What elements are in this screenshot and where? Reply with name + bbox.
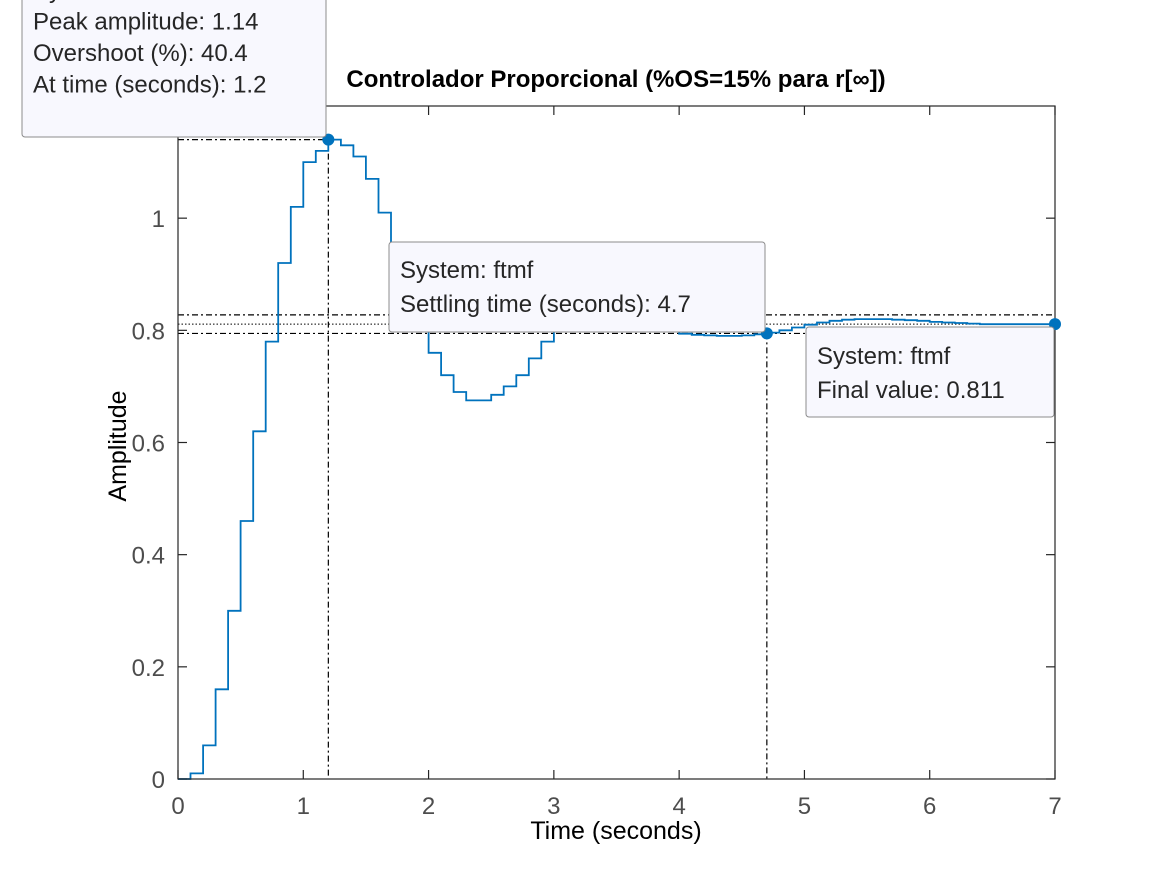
x-tick-label: 2: [422, 793, 435, 820]
datatip-background: [805, 326, 1055, 418]
y-tick-label: 0.6: [132, 431, 165, 458]
y-tick-label: 0.8: [132, 318, 165, 345]
y-tick-label: 0.4: [132, 543, 165, 570]
datatip-background: [388, 241, 766, 333]
datatip-text: Settling time (seconds): 4.7: [400, 291, 691, 318]
x-tick-label: 3: [547, 793, 560, 820]
datatip-text: Peak amplitude: 1.14: [33, 9, 258, 36]
plot-area: [178, 106, 1055, 779]
y-tick-label: 0: [152, 767, 165, 794]
datatip-box: System: ftmf Peak amplitude: 1.14 Overshoo…: [21, 0, 327, 138]
datatips: System: ftmf Peak amplitude: 1.14 Overshoo…: [21, 0, 1055, 418]
datatip-text: Final value: 0.811: [817, 377, 1005, 404]
x-tick-label: 1: [297, 793, 310, 820]
chart-title: Controlador Proporcional (%OS=15% para r…: [346, 66, 885, 93]
datatip-text: System: ftmf: [33, 0, 167, 4]
datatip-box: System: ftmf Settling time (seconds): 4.7: [388, 241, 766, 333]
x-tick-label: 4: [672, 793, 685, 820]
datatip-text: At time (seconds): 1.2: [33, 72, 266, 99]
datatip-text: System: ftmf: [400, 257, 534, 284]
x-tick-label: 0: [171, 793, 184, 820]
axis-ticks: 0 1 2 3 4 5 6 7 0 0.2 0.4 0.6 0.8 1: [132, 106, 1062, 820]
y-tick-label: 0.2: [132, 655, 165, 682]
x-tick-label: 6: [923, 793, 936, 820]
x-tick-label: 7: [1048, 793, 1061, 820]
datatip-background: [21, 0, 327, 138]
datatip-box: System: ftmf Final value: 0.811: [805, 326, 1055, 418]
y-tick-label: 1: [152, 206, 165, 233]
y-axis-label: Amplitude: [104, 390, 132, 501]
datatip-text: System: ftmf: [817, 343, 951, 370]
datatip-text: Overshoot (%): 40.4: [33, 40, 248, 67]
x-tick-label: 5: [798, 793, 811, 820]
x-axis-label: Time (seconds): [530, 817, 701, 845]
